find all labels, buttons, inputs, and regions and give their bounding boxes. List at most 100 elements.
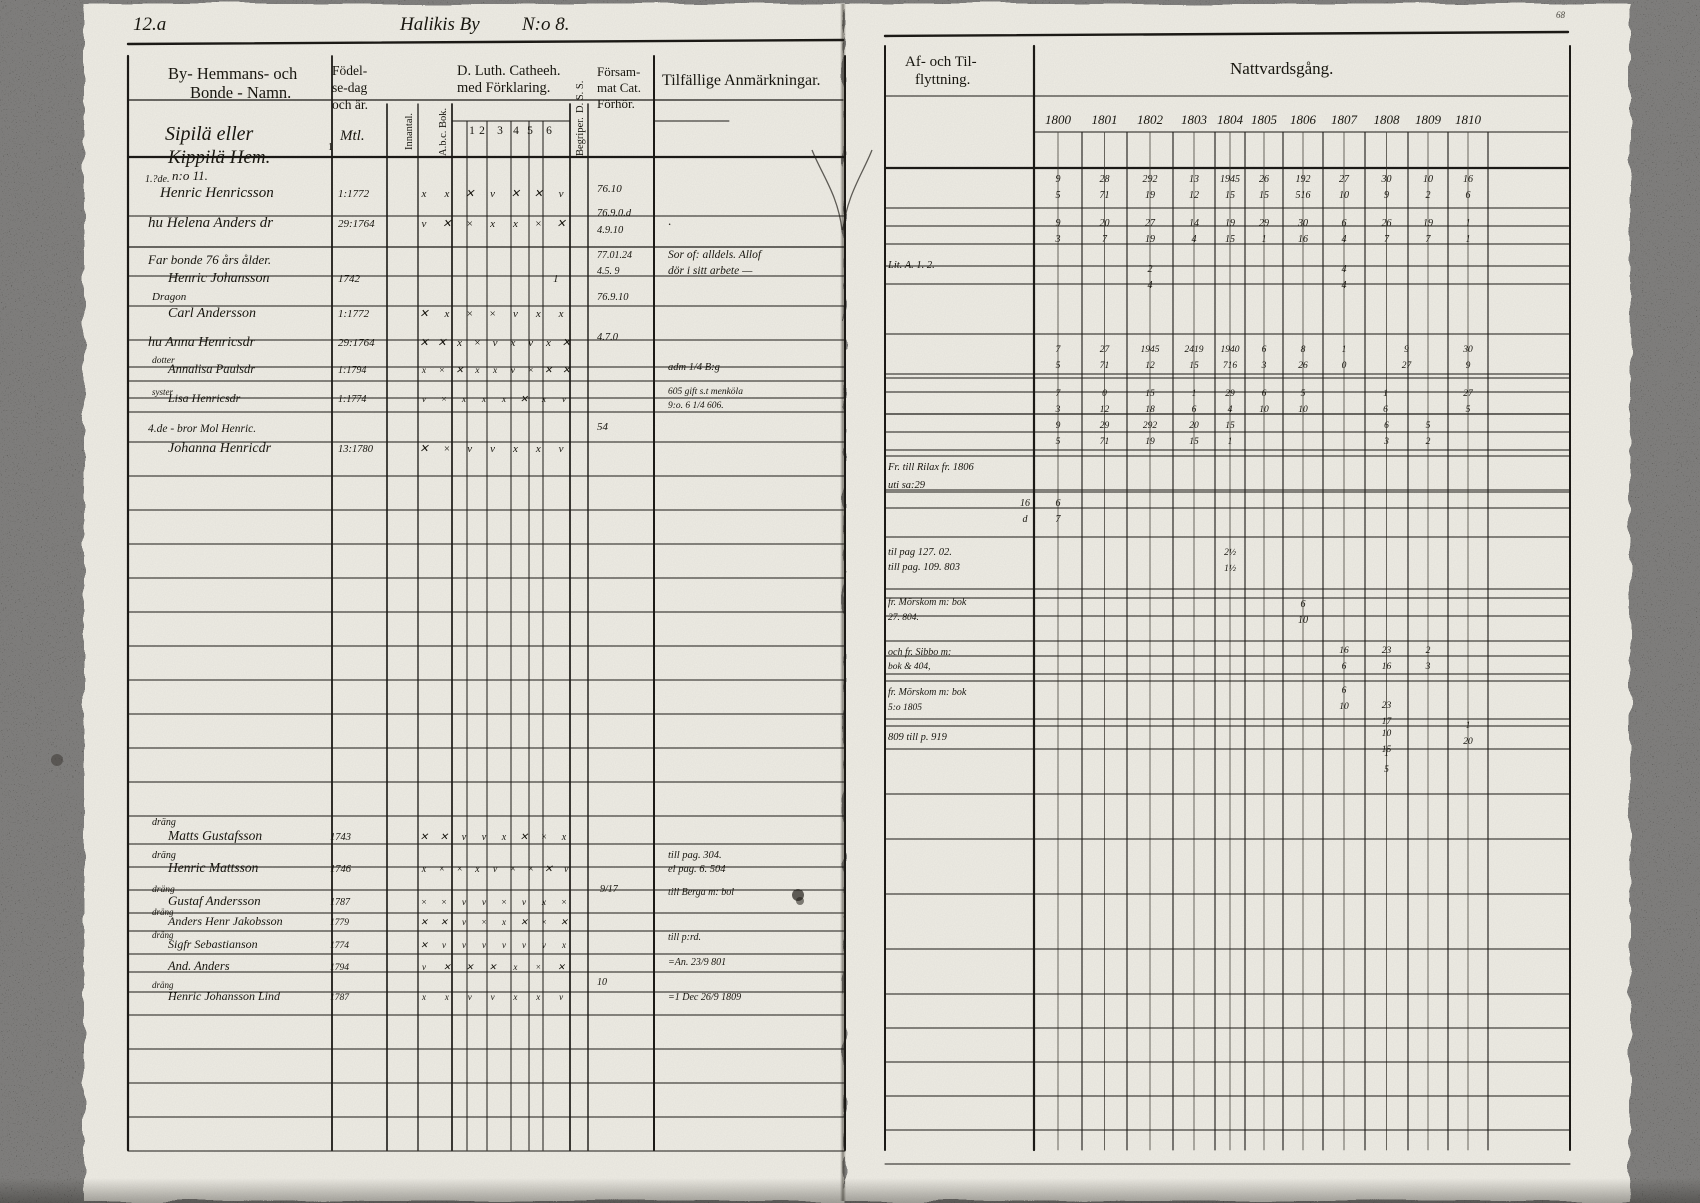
- svg-text:27: 27: [1145, 218, 1156, 229]
- svg-text:Henric Johansson Lind: Henric Johansson Lind: [167, 989, 281, 1003]
- svg-text:4: 4: [1192, 234, 1197, 245]
- svg-text:6: 6: [1262, 389, 1267, 399]
- svg-text:v: v: [502, 940, 506, 950]
- svg-text:5: 5: [1056, 361, 1061, 371]
- svg-text:v: v: [559, 443, 564, 455]
- svg-text:15: 15: [1189, 437, 1199, 447]
- svg-text:✕: ✕: [419, 443, 429, 455]
- svg-text:26: 26: [1259, 174, 1269, 185]
- svg-text:=1 Dec 26/9 1809: =1 Dec 26/9 1809: [668, 992, 741, 1003]
- svg-text:1774: 1774: [330, 941, 349, 951]
- svg-text:6: 6: [1342, 686, 1347, 696]
- svg-text:Förhör.: Förhör.: [597, 96, 635, 111]
- svg-text:13: 13: [1189, 174, 1199, 185]
- svg-text:And. Anders: And. Anders: [167, 959, 230, 973]
- svg-text:✕: ✕: [440, 917, 448, 927]
- svg-text:✕: ✕: [520, 395, 529, 405]
- svg-text:v: v: [462, 940, 466, 950]
- svg-text:×: ×: [541, 917, 547, 927]
- svg-text:9/17: 9/17: [600, 884, 619, 895]
- svg-text:dräng: dräng: [152, 817, 176, 828]
- svg-text:×: ×: [474, 337, 481, 349]
- svg-text:30: 30: [1297, 218, 1308, 229]
- svg-text:fr. Mörskom m: bok: fr. Mörskom m: bok: [888, 597, 967, 608]
- svg-text:4.9.10: 4.9.10: [597, 225, 624, 236]
- svg-text:29:1764: 29:1764: [338, 218, 375, 230]
- svg-text:x: x: [443, 188, 449, 200]
- svg-text:Anders Henr Jakobsson: Anders Henr Jakobsson: [167, 914, 283, 928]
- svg-text:Lit. A. 1. 2.: Lit. A. 1. 2.: [887, 260, 935, 271]
- svg-text:med Förklaring.: med Förklaring.: [457, 80, 550, 96]
- svg-text:×: ×: [439, 366, 445, 376]
- svg-text:1810: 1810: [1455, 112, 1482, 127]
- svg-text:×: ×: [561, 898, 567, 908]
- svg-text:7: 7: [1102, 234, 1108, 245]
- svg-text:15: 15: [1225, 421, 1235, 431]
- svg-text:4: 4: [513, 125, 519, 137]
- svg-text:✕: ✕: [440, 832, 449, 843]
- svg-text:10: 10: [1423, 174, 1433, 185]
- svg-text:1802: 1802: [1137, 112, 1164, 127]
- svg-text:4: 4: [1148, 280, 1153, 291]
- svg-text:×: ×: [510, 864, 517, 875]
- svg-text:x: x: [474, 864, 480, 875]
- svg-text:och fr. Sibbo m:: och fr. Sibbo m:: [888, 647, 951, 658]
- svg-text:16: 16: [1339, 646, 1349, 656]
- svg-text:✕: ✕: [511, 188, 521, 200]
- svg-text:29: 29: [1100, 421, 1110, 431]
- svg-text:4.7.0: 4.7.0: [597, 332, 619, 343]
- svg-text:6: 6: [1262, 345, 1267, 355]
- svg-text:uti sa:29: uti sa:29: [888, 480, 926, 491]
- svg-text:9: 9: [1404, 345, 1409, 355]
- svg-text:el pag. 6. 504: el pag. 6. 504: [668, 864, 726, 875]
- svg-text:6: 6: [1384, 421, 1389, 431]
- svg-text:26: 26: [1382, 218, 1392, 229]
- svg-text:✕: ✕: [544, 864, 553, 875]
- svg-text:10: 10: [1339, 190, 1349, 201]
- svg-text:✕: ✕: [520, 917, 528, 927]
- svg-text:x: x: [535, 443, 541, 455]
- svg-text:1: 1: [553, 273, 559, 285]
- svg-text:v: v: [513, 308, 518, 320]
- svg-text:1: 1: [1466, 234, 1471, 245]
- svg-text:9:o. 6 1/4 606.: 9:o. 6 1/4 606.: [668, 401, 724, 411]
- svg-text:bok & 404,: bok & 404,: [888, 662, 930, 672]
- svg-text:12: 12: [1189, 190, 1199, 201]
- svg-text:Gustaf Andersson: Gustaf Andersson: [168, 893, 261, 908]
- svg-text:5: 5: [1056, 190, 1061, 201]
- svg-text:30: 30: [1462, 345, 1473, 355]
- svg-text:✕: ✕: [562, 366, 571, 376]
- svg-text:1807: 1807: [1331, 112, 1358, 127]
- svg-text:A.b.c. Bok.: A.b.c. Bok.: [438, 108, 449, 156]
- svg-text:v: v: [422, 962, 426, 972]
- svg-text:5: 5: [1301, 389, 1306, 399]
- svg-text:x: x: [492, 366, 498, 376]
- svg-text:10: 10: [1298, 615, 1308, 626]
- svg-text:2: 2: [1148, 264, 1153, 275]
- svg-text:1804: 1804: [1217, 112, 1244, 127]
- svg-text:✕: ✕: [562, 337, 572, 349]
- svg-text:×: ×: [466, 218, 473, 230]
- svg-text:och är.: och är.: [332, 97, 368, 112]
- svg-text:19: 19: [1145, 234, 1155, 245]
- svg-text:v: v: [482, 832, 487, 843]
- svg-text:×: ×: [501, 898, 507, 908]
- svg-text:1794: 1794: [330, 963, 349, 973]
- svg-text:1:1794: 1:1794: [338, 365, 366, 376]
- svg-text:76.9.0.d: 76.9.0.d: [597, 208, 632, 219]
- svg-text:x: x: [481, 395, 487, 405]
- svg-text:till pag. 304.: till pag. 304.: [668, 850, 722, 861]
- svg-text:7: 7: [1056, 389, 1062, 399]
- svg-text:Far bonde 76 års ålder.: Far bonde 76 års ålder.: [147, 252, 271, 267]
- svg-text:2419: 2419: [1185, 345, 1204, 355]
- svg-text:x: x: [474, 366, 480, 376]
- svg-text:v: v: [468, 992, 472, 1002]
- svg-text:x: x: [509, 337, 515, 349]
- svg-text:1: 1: [1262, 234, 1267, 245]
- svg-text:1787: 1787: [330, 897, 351, 908]
- svg-text:Sor of: alldels. Allof: Sor of: alldels. Allof: [668, 249, 763, 261]
- svg-text:Dragon: Dragon: [151, 291, 187, 303]
- svg-text:til pag 127. 02.: til pag 127. 02.: [888, 547, 952, 558]
- svg-text:1: 1: [1228, 437, 1233, 447]
- svg-text:0: 0: [1342, 361, 1347, 371]
